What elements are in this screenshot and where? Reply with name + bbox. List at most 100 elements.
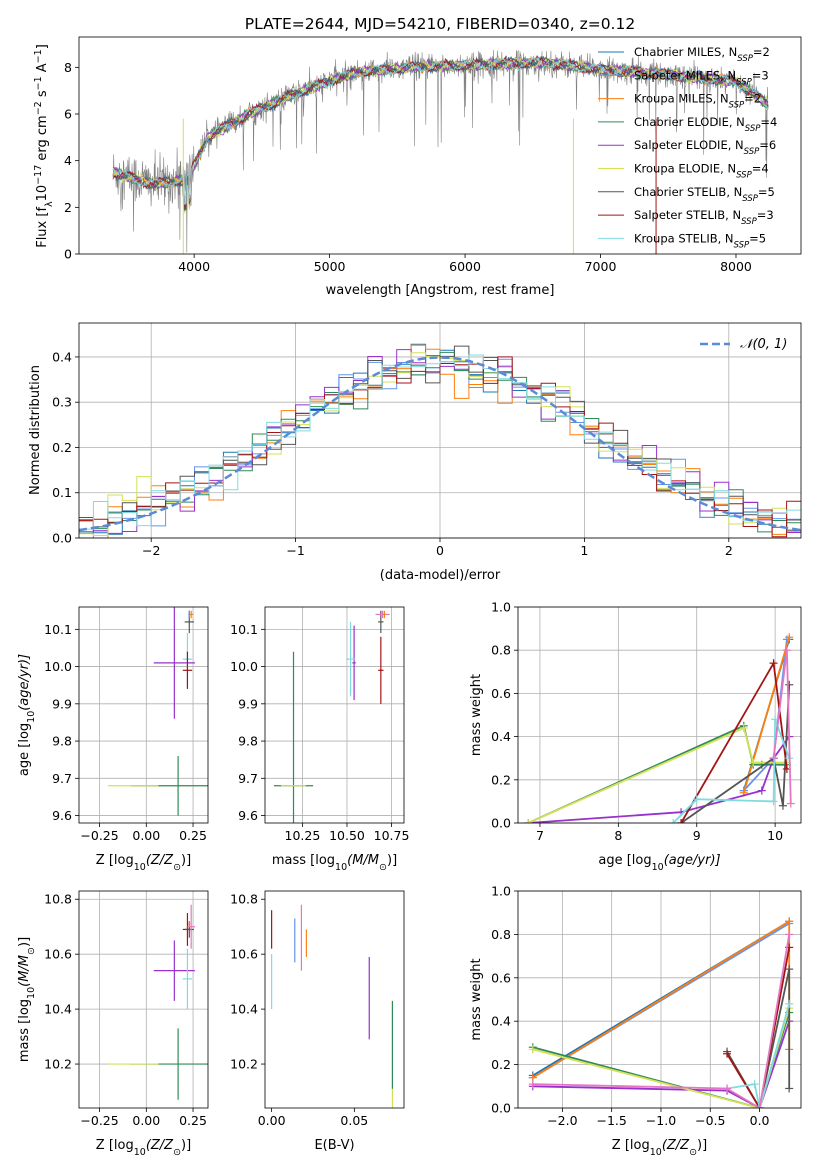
plus-marker [739, 723, 748, 732]
errorbar-point [188, 610, 191, 619]
plus-marker [786, 799, 795, 808]
label-part: −17 [33, 165, 44, 185]
y-tick-label: 0.2 [52, 440, 72, 455]
legend-count: =3 [757, 208, 774, 222]
mass-weight-line [726, 947, 791, 1108]
x-tick-label: 4000 [178, 259, 210, 274]
errorbar-point [153, 940, 195, 1001]
errorbar-point [346, 621, 355, 697]
plus-marker [669, 819, 678, 823]
y-axis-label: mass [log10(M/M⊙)] [17, 937, 37, 1062]
x-axis-label: Z [log10(Z/Z⊙)] [96, 853, 191, 873]
gaussian-reference-curve [79, 356, 801, 532]
legend-subscript: SSP [741, 217, 757, 227]
x-tick-label: 0.0 [750, 1113, 770, 1128]
errorbar-point [378, 636, 384, 704]
x-tick-label: 0.00 [258, 1113, 286, 1128]
mass-weight-line [527, 726, 787, 823]
label-part: 10 [652, 862, 664, 873]
legend-name: Kroupa ELODIE, N [634, 162, 736, 176]
histogram-step [79, 351, 801, 534]
axes-6: 0.00 0.05 10.2 10.4 10.6 10.8 [230, 890, 405, 1128]
plus-marker [769, 797, 778, 806]
y-tick-label: 1.0 [491, 600, 511, 615]
label-part: age [log [17, 723, 32, 776]
x-tick-label: 2 [725, 543, 733, 558]
errorbar-group [107, 904, 208, 1100]
legend-count: =2 [744, 92, 761, 106]
y-tick-label: 0.8 [491, 927, 511, 942]
label-part: 10 [134, 1147, 146, 1158]
legend-entry: 𝒩(0, 1) [740, 337, 787, 352]
legend-count: =2 [753, 45, 770, 59]
y-tick-label: 9.7 [238, 771, 258, 786]
x-tick-label: 8000 [720, 259, 752, 274]
legend-subscript: SSP [729, 101, 745, 111]
weight-lines-group [524, 633, 795, 823]
axes-frame [264, 606, 405, 824]
label-part: 10 [26, 711, 37, 723]
plus-marker [785, 999, 794, 1008]
label-part: 10 [134, 862, 146, 873]
y-tick-label: 9.8 [52, 734, 72, 749]
legend-count: =5 [749, 231, 766, 245]
y-tick-label: 10.6 [44, 947, 72, 962]
legend-count: =5 [758, 185, 775, 199]
y-tick-label: 10.2 [230, 1057, 258, 1072]
plus-marker [528, 1080, 537, 1089]
legend-name: Chabrier MILES, N [634, 45, 737, 59]
legend-entry: Kroupa MILES, NSSP=2 [634, 92, 761, 111]
y-tick-label: 0.6 [491, 686, 511, 701]
y-tick-label: 10.1 [44, 622, 72, 637]
y-tick-label: 10.2 [44, 1057, 72, 1072]
plus-marker [528, 1045, 537, 1054]
model-spectrum-line [112, 56, 768, 211]
legend-subscript: SSP [742, 194, 758, 204]
y-tick-label: 8 [64, 60, 72, 75]
y-axis-label: age [log10(age/yr)] [17, 654, 37, 776]
y-tick-label: 1.0 [491, 884, 511, 899]
legend-subscript: SSP [736, 77, 752, 87]
axes-frame [517, 890, 802, 1109]
y-axis-label: mass weight [469, 958, 484, 1040]
errorbar-point [188, 921, 191, 927]
label-part: (M/M [347, 853, 379, 868]
x-tick-label: 0.05 [340, 1113, 368, 1128]
plus-marker [723, 1049, 732, 1058]
model-spectrum-line [112, 57, 769, 215]
legend-name: Salpeter ELODIE, N [634, 138, 744, 152]
y-tick-label: 9.9 [238, 696, 258, 711]
label-part: A [35, 63, 50, 76]
errorbar-group [271, 904, 394, 1108]
x-axis-label: mass [log10(M/M⊙)] [272, 853, 397, 873]
x-tick-label: 7 [536, 828, 544, 843]
mass-weight-line [680, 684, 791, 823]
y-tick-label: 0.6 [491, 970, 511, 985]
legend-entry: Chabrier ELODIE, NSSP=4 [634, 115, 777, 134]
label-part: Z [log [96, 1138, 134, 1153]
y-tick-label: 0.0 [52, 531, 72, 546]
y-tick-label: 9.9 [52, 696, 72, 711]
label-part: ⊙ [689, 1147, 697, 1158]
legend-name: Chabrier STELIB, N [634, 185, 742, 199]
legend-subscript: SSP [736, 171, 752, 181]
errorbar-group [107, 607, 208, 816]
label-part: ⊙ [379, 862, 387, 873]
legend-count: =3 [752, 68, 769, 82]
plus-marker [785, 680, 794, 689]
errorbar-point [187, 904, 195, 949]
x-tick-label: −0.25 [80, 1113, 118, 1128]
x-tick-label: −2 [142, 543, 160, 558]
axes-2: −0.25 0.00 0.25 9.6 9.7 9.8 9.9 10.0 10.1 [44, 606, 209, 843]
x-tick-label: 7000 [585, 259, 617, 274]
legend-entry: Kroupa ELODIE, NSSP=4 [634, 162, 769, 181]
label-part: Z [log [96, 853, 134, 868]
x-tick-label: 0.00 [132, 1113, 160, 1128]
errorbar-point [153, 607, 195, 719]
legend-entry: Chabrier MILES, NSSP=2 [634, 45, 770, 64]
y-tick-label: 9.6 [52, 808, 72, 823]
y-tick-label: 0.4 [491, 729, 511, 744]
plus-marker [749, 758, 758, 767]
y-tick-label: 6 [64, 107, 72, 122]
legend-count: =6 [759, 138, 776, 152]
